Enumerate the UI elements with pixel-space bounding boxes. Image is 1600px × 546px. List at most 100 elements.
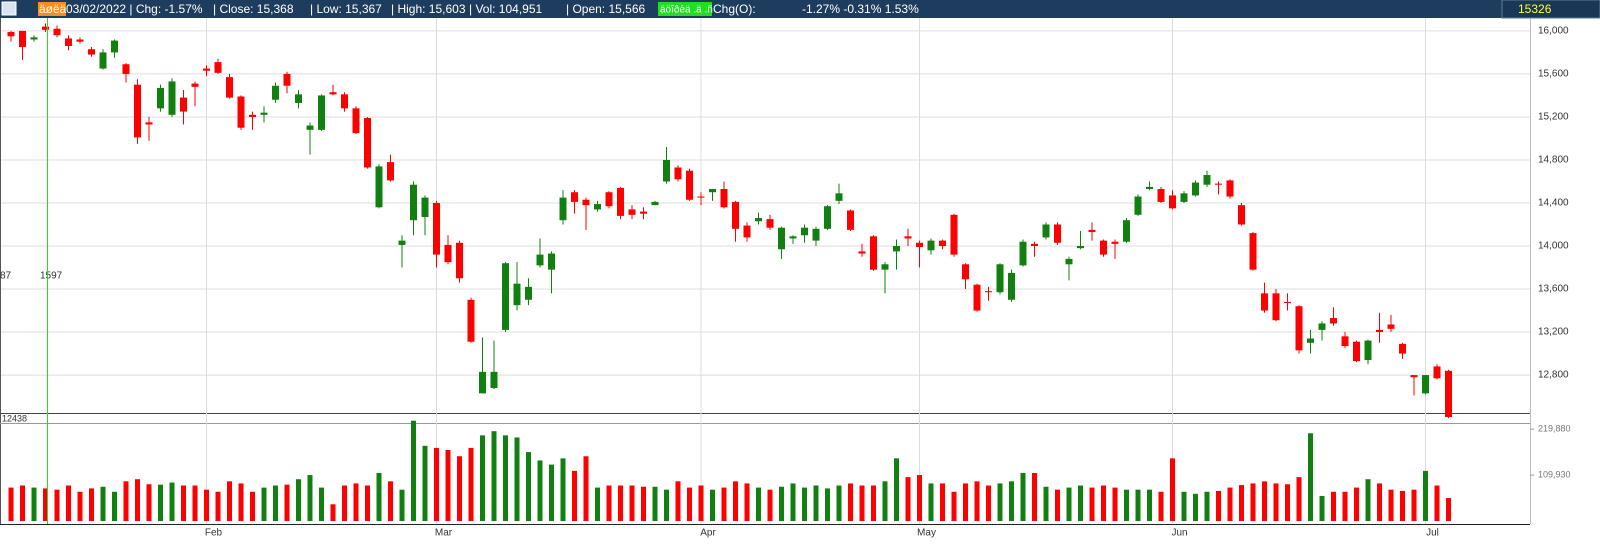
open: | Open: 15,566 — [566, 2, 646, 16]
candle-body — [1111, 241, 1119, 244]
volume-bar — [1262, 481, 1267, 521]
volume-bar — [790, 483, 796, 521]
candle-body — [145, 122, 153, 125]
candle-body — [168, 81, 176, 115]
candle-body — [743, 225, 751, 238]
volume-bar — [986, 485, 991, 521]
y-tick-label: 16,000 — [1538, 26, 1569, 37]
candle-body — [674, 167, 682, 180]
volume-bar — [514, 437, 520, 521]
candle-body — [341, 94, 348, 109]
candle-body — [1077, 246, 1084, 249]
candle-body — [1088, 229, 1096, 233]
volume-bar — [1158, 491, 1164, 521]
volume-bar — [388, 481, 393, 521]
candle-body — [1215, 183, 1222, 185]
candle-body — [1422, 375, 1429, 394]
low: | Low: 15,367 — [310, 2, 382, 16]
volume-bar — [31, 487, 37, 521]
volume-bar — [721, 487, 727, 521]
candle-body — [410, 184, 417, 221]
volume-bar — [595, 487, 600, 521]
volume-bar — [468, 447, 474, 521]
tag2-box — [658, 2, 712, 16]
candle-body — [99, 52, 107, 69]
volume-bar — [940, 483, 945, 521]
candle-body — [789, 236, 797, 239]
y-tick-label: 13,600 — [1538, 284, 1569, 295]
volume-bar — [434, 447, 439, 521]
candle-body — [1031, 243, 1038, 247]
volume-bar — [192, 485, 198, 521]
volume-bar — [928, 483, 934, 521]
candle-body — [306, 125, 314, 130]
volume-bar — [756, 487, 761, 521]
candle-body — [157, 87, 164, 109]
candle-body — [364, 118, 371, 168]
menu-icon[interactable] — [1, 1, 17, 16]
candle-body — [490, 371, 498, 388]
candle-body — [1364, 340, 1372, 361]
candle-body — [559, 197, 567, 221]
candle-body — [571, 192, 578, 202]
candle-body — [950, 214, 958, 255]
volume-bar — [1388, 489, 1394, 521]
volume-bar — [1354, 487, 1359, 521]
volume-bar — [1055, 489, 1060, 521]
candle-body — [1134, 196, 1142, 215]
volume-bar — [526, 452, 531, 521]
candle-body — [76, 39, 84, 42]
candle-body — [778, 227, 785, 250]
volume-bar — [54, 489, 60, 521]
x-tick-label: Feb — [205, 528, 223, 539]
candle-body — [387, 162, 394, 181]
volume-bar — [399, 489, 405, 521]
volume-bar — [1009, 481, 1014, 521]
candle-body — [7, 31, 15, 37]
candle-body — [1399, 343, 1406, 354]
volume-bar — [503, 435, 508, 521]
candle-body — [456, 242, 463, 279]
candle-body — [755, 218, 762, 222]
volume-bar — [963, 483, 968, 521]
volume-bar — [549, 464, 554, 521]
candle-body — [697, 196, 705, 198]
volume-bar — [296, 479, 301, 521]
candle-body — [88, 49, 95, 55]
tag: äøëä — [39, 2, 67, 16]
candle-body — [1019, 241, 1027, 266]
volume-bar — [284, 484, 290, 521]
x-tick-label: Jul — [1426, 528, 1439, 539]
candle-body — [479, 371, 486, 394]
y-tick-label: 14,000 — [1538, 241, 1569, 252]
volume-bar — [710, 489, 715, 521]
chg-values: -1.27% -0.31% 1.53% — [802, 2, 919, 16]
volume-bar — [8, 487, 14, 521]
y-tick-label: 14,400 — [1538, 198, 1569, 209]
candle-body — [1410, 375, 1418, 378]
candle-body — [329, 92, 337, 95]
candle-body — [1307, 338, 1314, 343]
y-tick-label: 12,800 — [1538, 370, 1569, 381]
candle-body — [1100, 240, 1107, 255]
volume-bar — [629, 485, 635, 521]
candle-body — [467, 299, 475, 342]
candle-body — [226, 77, 233, 98]
candle-body — [812, 228, 820, 241]
high: | High: 15,603 — [391, 2, 466, 16]
date-change: 03/02/2022 | Chg: -1.57% — [66, 2, 203, 16]
volume-bar — [675, 481, 681, 521]
volume-bar — [1043, 486, 1049, 521]
volume-bar — [319, 487, 324, 521]
volume-bar — [917, 475, 922, 521]
candle-body — [1387, 324, 1395, 329]
volume-bar — [687, 487, 692, 521]
candle-body — [1238, 205, 1245, 225]
candle-body — [973, 284, 981, 311]
volume-bar — [905, 477, 911, 521]
volume-bar — [1204, 491, 1210, 521]
candle-body — [582, 199, 590, 206]
volume-bar — [537, 460, 543, 521]
volume-bar — [1020, 472, 1026, 521]
candle-body — [594, 204, 601, 210]
